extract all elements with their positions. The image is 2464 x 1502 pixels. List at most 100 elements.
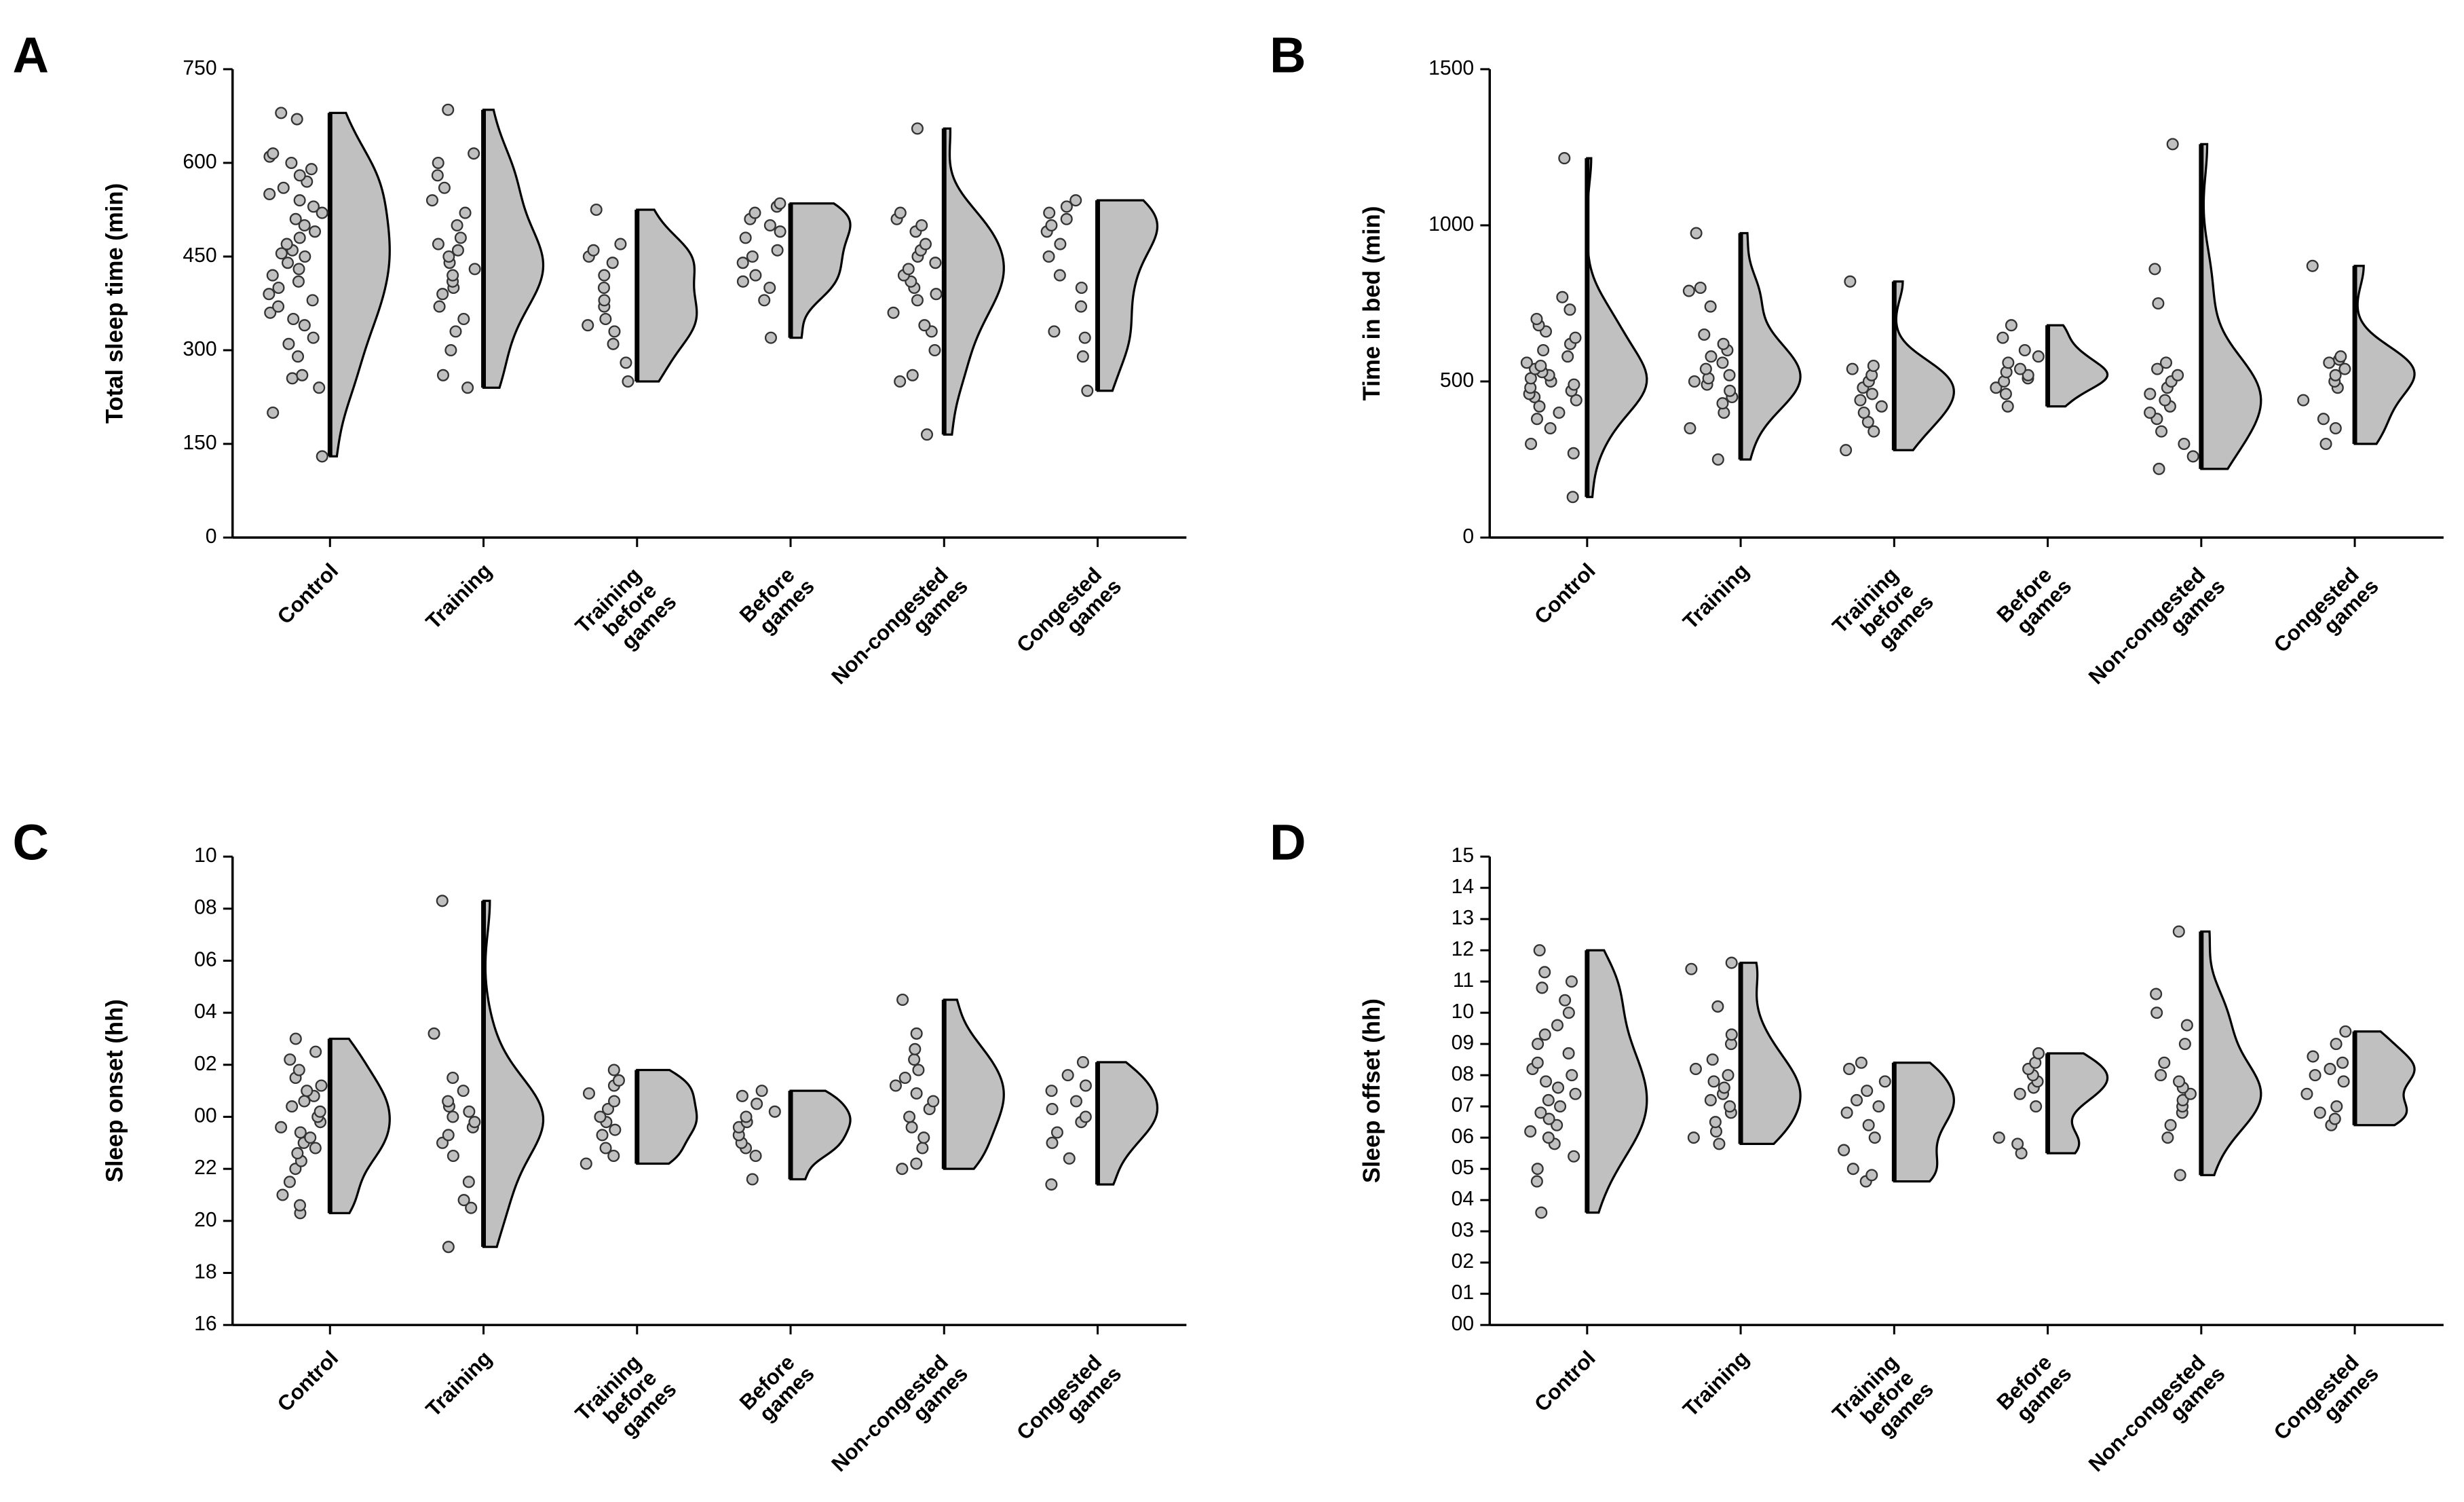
violin (1586, 157, 1648, 498)
data-point (1723, 369, 1736, 381)
y-tick-label: 13 (1452, 907, 1474, 929)
y-tick-label: 1000 (1428, 213, 1474, 236)
data-point (299, 250, 311, 263)
x-tick-label-line: Training (1678, 1346, 1754, 1421)
data-point (1862, 1119, 1875, 1131)
y-tick-label: 04 (194, 1000, 216, 1023)
data-point (2002, 356, 2015, 369)
x-tick-label: Before games (735, 559, 819, 643)
x-tick-label: Congested games (2269, 559, 2383, 673)
y-tick-label: 450 (183, 244, 216, 267)
y-tick-label: 300 (183, 338, 216, 360)
data-point (1075, 300, 1088, 313)
data-point (1046, 1102, 1059, 1116)
data-point (1551, 1019, 1564, 1032)
data-point (1707, 1075, 1720, 1088)
data-point (929, 257, 942, 269)
y-tick-label: 04 (1452, 1188, 1474, 1210)
x-tick-label: Training before games (571, 1346, 681, 1457)
data-point (598, 269, 611, 282)
data-point (1532, 1038, 1544, 1051)
data-point (436, 369, 450, 381)
data-point (428, 1027, 440, 1040)
data-point (290, 113, 303, 126)
data-point (289, 1032, 302, 1045)
data-point (2329, 421, 2342, 435)
data-point (1685, 962, 1698, 975)
data-point (264, 306, 277, 319)
data-point (580, 1157, 592, 1170)
data-point (286, 372, 299, 385)
data-point (291, 350, 305, 363)
data-point (468, 1116, 481, 1129)
data-point (1724, 384, 1737, 397)
data-point (622, 375, 634, 388)
x-tick-label-line: Control (1530, 1346, 1599, 1416)
data-point (1566, 491, 1579, 504)
data-point (1538, 966, 1551, 979)
data-point (442, 1095, 455, 1108)
data-point (1524, 1125, 1537, 1138)
data-point (1867, 359, 1880, 373)
data-point (1544, 421, 1557, 435)
data-point (1535, 1206, 1548, 1219)
data-point (1709, 1116, 1722, 1129)
data-point (1530, 312, 1543, 326)
data-point (294, 1126, 307, 1139)
data-point (447, 1149, 459, 1163)
data-point (1694, 281, 1707, 295)
data-point (911, 122, 924, 135)
data-point (309, 1142, 322, 1154)
data-point (1525, 437, 1538, 451)
data-point (606, 257, 619, 269)
data-point (301, 1085, 314, 1097)
data-point (590, 203, 603, 217)
y-tick-label: 1500 (1428, 57, 1474, 79)
x-tick-label: Congested games (1012, 559, 1126, 673)
data-point (1725, 1028, 1738, 1041)
data-point (1999, 388, 2012, 400)
data-point (447, 269, 459, 282)
data-point (447, 1110, 459, 1123)
x-tick-label: Before games (735, 1346, 819, 1430)
data-point (1716, 356, 1729, 369)
y-tick-label: 0 (206, 525, 217, 548)
data-point (1533, 944, 1546, 957)
data-point (1868, 1131, 1881, 1144)
violin (2353, 265, 2416, 445)
violin (789, 1089, 852, 1181)
data-point (2030, 1100, 2043, 1113)
data-point (2329, 369, 2342, 381)
data-point (1568, 1150, 1580, 1163)
data-point (308, 225, 322, 238)
data-point (457, 1085, 470, 1097)
data-point (289, 212, 302, 225)
data-point (2334, 350, 2347, 363)
data-point (1706, 1053, 1719, 1066)
data-point (905, 1121, 918, 1133)
data-point (736, 275, 749, 288)
data-point (1538, 1028, 1551, 1041)
data-point (1562, 1047, 1575, 1059)
data-point (457, 1194, 470, 1207)
data-point (1079, 1079, 1092, 1092)
violin (1739, 231, 1802, 461)
data-point (2328, 1112, 2341, 1125)
data-point (442, 103, 455, 116)
data-point (281, 257, 295, 269)
x-tick-label: Control (1530, 1346, 1599, 1416)
data-point (267, 147, 280, 160)
data-point (2307, 1050, 2319, 1063)
violin (2046, 1052, 2109, 1154)
data-point (898, 1071, 911, 1085)
y-tick-label: 750 (183, 57, 216, 79)
data-point (1054, 238, 1067, 250)
violin (482, 109, 545, 389)
data-point (314, 1105, 326, 1118)
violin (789, 202, 852, 339)
y-tick-label: 12 (1452, 938, 1474, 960)
data-point (910, 1157, 923, 1170)
y-tick-label: 14 (1452, 876, 1474, 898)
violin (2200, 143, 2262, 470)
data-point (2173, 1075, 2186, 1088)
